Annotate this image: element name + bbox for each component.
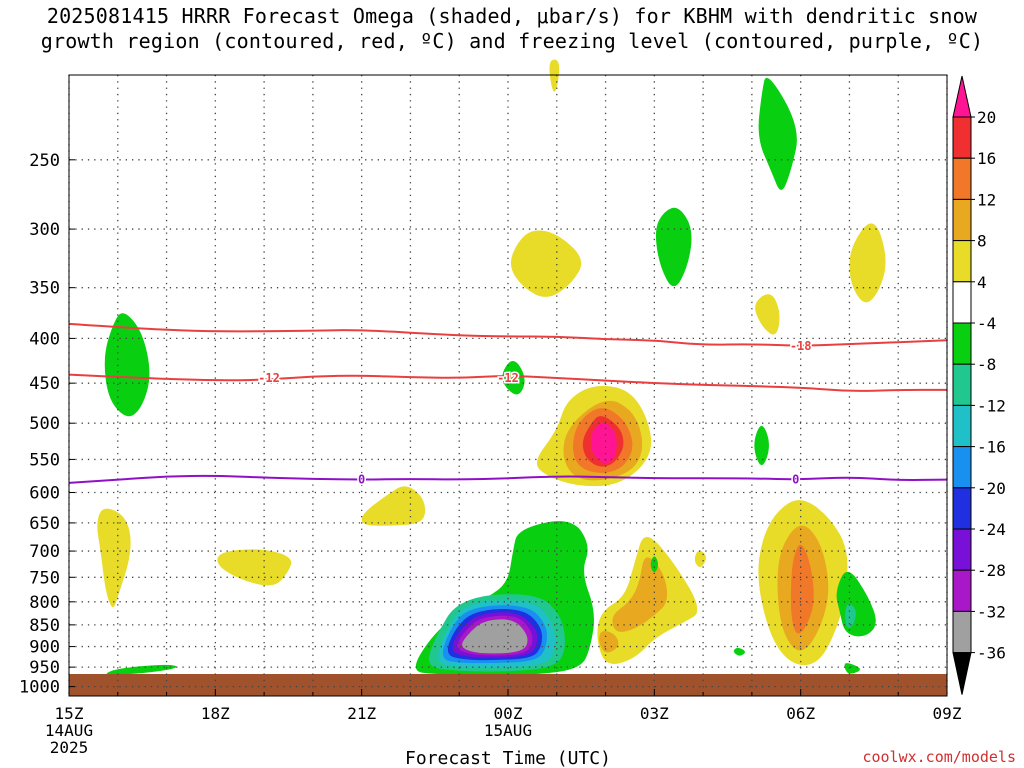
y-tick-label: 900 xyxy=(29,638,60,658)
y-tick-label: 450 xyxy=(29,374,60,394)
omega-shade-region xyxy=(361,486,426,526)
omega-shade-region xyxy=(106,664,177,675)
chart-title: 2025081415 HRRR Forecast Omega (shaded, … xyxy=(40,4,984,53)
x-tick-year-label: 2025 xyxy=(50,738,89,757)
y-tick-label: 250 xyxy=(29,151,60,171)
omega-shade-region xyxy=(758,77,797,190)
ground-layer xyxy=(69,674,947,696)
contour-line xyxy=(68,373,947,392)
colorbar-label: 16 xyxy=(977,149,996,168)
omega-shade-region xyxy=(755,294,780,335)
contour-label: -12 xyxy=(497,371,519,385)
contour-layer xyxy=(68,322,948,484)
colorbar-label: -24 xyxy=(977,520,1006,539)
x-axis-label: Forecast Time (UTC) xyxy=(405,748,611,768)
colorbar-swatch xyxy=(952,569,972,612)
omega-shade-region xyxy=(104,313,150,417)
x-tick-label: 15Z xyxy=(55,704,84,723)
omega-shade-region xyxy=(790,544,814,634)
contour-label: -12 xyxy=(258,371,280,385)
y-tick-label: 850 xyxy=(29,616,60,636)
x-tick-label: 18Z xyxy=(201,704,230,723)
omega-shade-region xyxy=(549,59,560,92)
colorbar-swatch xyxy=(952,610,972,654)
omega-shade-region xyxy=(845,604,856,628)
x-tick-date-label: 15AUG xyxy=(484,721,532,740)
omega-shade-region xyxy=(844,663,860,674)
colorbar-swatch xyxy=(952,198,972,242)
colorbar-label: -12 xyxy=(977,396,1006,415)
colorbar-swatch xyxy=(952,322,972,365)
colorbar-swatch xyxy=(952,157,972,200)
y-tick-label: 750 xyxy=(29,568,60,588)
omega-shade-region xyxy=(97,508,131,608)
x-tick-label: 03Z xyxy=(640,704,669,723)
colorbar-swatch xyxy=(952,240,972,283)
colorbar-label: 12 xyxy=(977,190,996,209)
colorbar-swatch xyxy=(952,446,972,489)
omega-shade-region xyxy=(655,207,692,287)
colorbar-label: -36 xyxy=(977,644,1006,663)
x-tick-label: 21Z xyxy=(347,704,376,723)
omega-shade-region xyxy=(502,361,525,395)
x-tick-date-label: 14AUG xyxy=(45,721,93,740)
contour-label: 0 xyxy=(358,473,365,487)
omega-shade-region xyxy=(612,557,668,632)
y-tick-label: 300 xyxy=(29,220,60,240)
y-tick-label: 950 xyxy=(29,658,60,678)
y-tick-label: 650 xyxy=(29,514,60,534)
colorbar-label: 20 xyxy=(977,108,996,127)
omega-shade-region xyxy=(510,230,582,297)
grid-layer xyxy=(68,75,948,696)
colorbar-swatch xyxy=(952,116,972,159)
colorbar-label: -8 xyxy=(977,355,996,374)
y-axis: 2503003504004505005506006507007508008509… xyxy=(19,151,75,698)
colorbar: 20 16 12 8 4 -4 -8 -12 -16 -20 -24 -28 -32 -36 xyxy=(952,75,1006,695)
colorbar-bottom-arrow xyxy=(952,652,972,695)
colorbar-label: -28 xyxy=(977,561,1006,580)
x-tick-label: 06Z xyxy=(786,704,815,723)
colorbar-label: 4 xyxy=(977,273,987,292)
omega-shade-region xyxy=(650,556,658,573)
omega-shade-region xyxy=(733,647,745,656)
shading-layer xyxy=(97,59,886,675)
colorbar-swatch xyxy=(952,404,972,448)
colorbar-label: -20 xyxy=(977,479,1006,498)
omega-shade-region xyxy=(754,425,769,466)
x-tick-label: 00Z xyxy=(494,704,523,723)
y-tick-label: 400 xyxy=(29,329,60,349)
colorbar-swatch xyxy=(952,363,972,406)
omega-shade-region xyxy=(599,630,619,653)
omega-shade-region xyxy=(849,223,886,303)
colorbar-swatch xyxy=(952,528,972,571)
colorbar-swatch xyxy=(952,487,972,530)
contour-line xyxy=(68,474,948,484)
omega-shade-region xyxy=(694,550,706,567)
y-tick-label: 1000 xyxy=(19,678,60,698)
colorbar-label: -32 xyxy=(977,602,1006,621)
contour-label-layer: -18 -12 -12 0 0 xyxy=(257,337,813,488)
y-tick-label: 500 xyxy=(29,414,60,434)
y-tick-label: 550 xyxy=(29,450,60,470)
y-tick-label: 600 xyxy=(29,483,60,503)
y-tick-label: 800 xyxy=(29,593,60,613)
y-tick-label: 350 xyxy=(29,279,60,299)
y-tick-label: 700 xyxy=(29,542,60,562)
omega-shade-region xyxy=(462,619,528,654)
omega-shade-region xyxy=(590,422,617,464)
colorbar-label: -4 xyxy=(977,314,996,333)
omega-shade-region xyxy=(836,571,876,637)
contour-line xyxy=(68,322,948,347)
contour-label: 0 xyxy=(792,473,799,487)
omega-shade-region xyxy=(217,549,292,586)
credit-link[interactable]: coolwx.com/models xyxy=(862,748,1016,766)
colorbar-swatch xyxy=(952,281,972,324)
contour-label: -18 xyxy=(790,339,812,353)
x-tick-label: 09Z xyxy=(933,704,962,723)
colorbar-label: 8 xyxy=(977,232,987,251)
colorbar-label: -16 xyxy=(977,438,1006,457)
colorbar-top-arrow xyxy=(952,75,972,118)
